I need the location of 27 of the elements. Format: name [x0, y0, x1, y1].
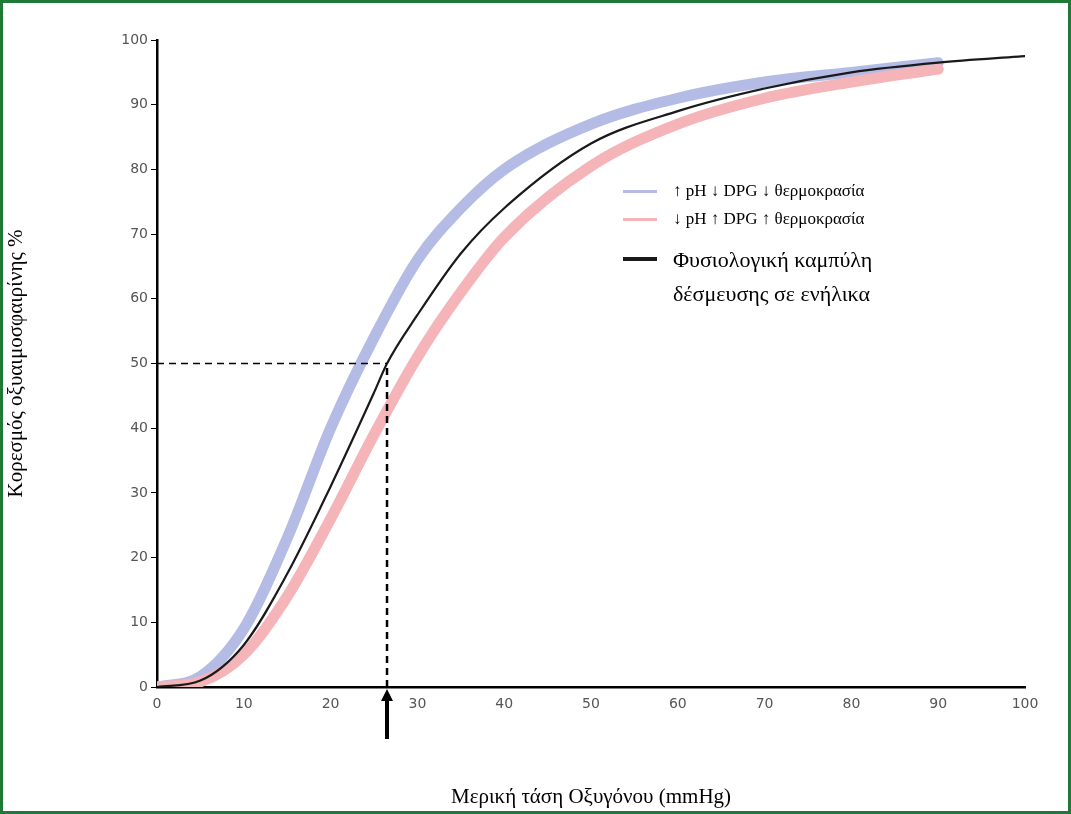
y-tick-label: 70	[130, 224, 148, 241]
legend-label: Φυσιολογική καμπύλη δέσμευσης σε ενήλικα	[673, 246, 874, 309]
y-tick-label: 60	[130, 289, 148, 306]
x-tick-label: 20	[321, 695, 340, 712]
x-axis-title: Μερική τάση Οξυγόνου (mmHg)	[450, 783, 732, 808]
x-tick-label: 90	[929, 695, 948, 712]
x-tick-label: 50	[582, 695, 600, 712]
legend-label: ↓ pH ↑ DPG ↑ θερμοκρασία	[673, 209, 865, 229]
y-tick-label: 30	[130, 483, 148, 500]
y-tick-label: 0	[139, 677, 148, 694]
y-tick-label: 80	[130, 160, 148, 177]
y-tick-label: 100	[121, 30, 148, 47]
y-axis-title: Κορεσμός οξυαιμοσφαιρίνης %	[3, 229, 28, 498]
legend-label: ↑ pH ↓ DPG ↓ θερμοκρασία	[673, 181, 865, 201]
x-tick-label: 0	[152, 695, 162, 712]
x-tick-label: 10	[234, 695, 253, 712]
x-tick-label: 70	[755, 695, 774, 712]
y-tick-label: 90	[130, 95, 148, 112]
y-tick-label: 20	[130, 548, 148, 565]
x-tick-label: 100	[1011, 695, 1039, 712]
x-tick-label: 80	[842, 695, 861, 712]
x-tick-label: 30	[408, 695, 427, 712]
x-tick-label: 60	[668, 695, 687, 712]
y-tick-label: 40	[130, 418, 148, 435]
y-tick-label: 10	[130, 612, 148, 629]
x-tick-label: 40	[495, 695, 514, 712]
y-tick-label: 50	[130, 354, 148, 371]
